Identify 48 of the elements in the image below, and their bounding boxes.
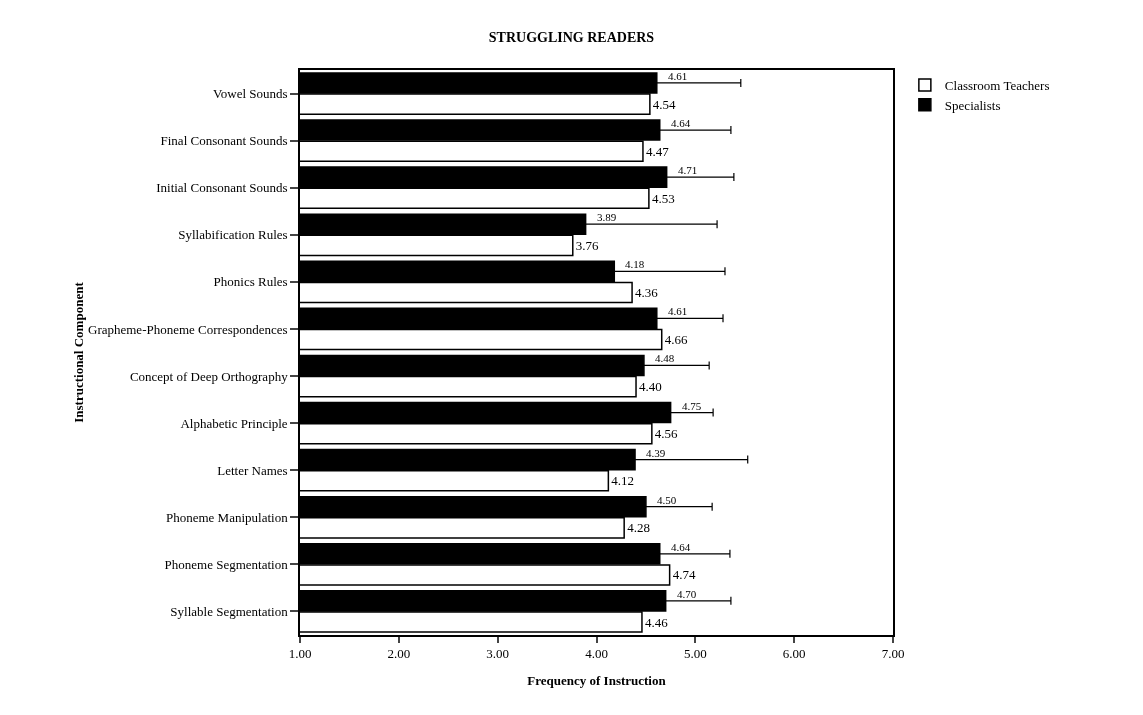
data-label: 4.40 — [639, 379, 662, 395]
y-tick-label: Concept of Deep Orthography — [129, 368, 289, 384]
y-tick-label: Phoneme Manipulation — [165, 509, 289, 525]
data-label: 4.64 — [671, 541, 691, 553]
data-label: 4.74 — [672, 567, 696, 583]
y-tick-label: Alphabetic Principle — [180, 415, 288, 431]
y-tick-label: Syllabification Rules — [178, 227, 288, 243]
legend-label: Classroom Teachers — [944, 78, 1050, 94]
data-label: 4.64 — [671, 117, 691, 129]
y-tick-label: Phonics Rules — [213, 274, 288, 290]
legend-label: Specialists — [944, 97, 1001, 113]
x-tick-label: 4.00 — [585, 646, 608, 662]
x-tick-label: 3.00 — [486, 646, 510, 662]
data-label: 4.46 — [644, 614, 669, 630]
data-label: 4.53 — [651, 190, 675, 206]
data-label: 4.61 — [668, 70, 688, 82]
x-tick-label: 5.00 — [683, 646, 707, 662]
data-label: 4.12 — [611, 473, 635, 489]
data-label: 4.75 — [682, 400, 702, 412]
data-label: 4.48 — [655, 352, 675, 364]
data-label: 4.71 — [678, 164, 698, 176]
chart-title: STRUGGLING READERS — [488, 29, 655, 45]
x-tick-label: 7.00 — [881, 646, 905, 662]
y-tick-label: Final Consonant Sounds — [160, 133, 288, 149]
data-label: 4.61 — [668, 305, 688, 317]
y-axis-title: Instructional Component — [71, 281, 87, 423]
data-label: 4.18 — [625, 258, 645, 270]
data-label: 4.36 — [635, 284, 659, 300]
y-tick-label: Initial Consonant Sounds — [156, 180, 288, 196]
data-label: 4.66 — [664, 332, 688, 348]
data-label: 4.56 — [654, 426, 679, 442]
x-axis-title: Frequency of Instruction — [527, 672, 667, 688]
y-tick-label: Vowel Sounds — [213, 86, 288, 102]
data-label: 4.50 — [657, 494, 677, 506]
y-tick-label: Letter Names — [217, 462, 288, 478]
x-tick-label: 1.00 — [288, 646, 312, 662]
data-label: 3.89 — [597, 211, 617, 223]
data-label: 4.47 — [645, 143, 670, 159]
y-tick-label: Syllable Segmentation — [170, 604, 289, 620]
data-label: 3.76 — [575, 237, 600, 253]
data-label: 4.54 — [652, 96, 677, 112]
y-tick-label: Grapheme-Phoneme Correspondences — [88, 321, 288, 337]
x-tick-label: 2.00 — [387, 646, 411, 662]
data-label: 4.70 — [677, 588, 697, 600]
x-tick-label: 6.00 — [782, 646, 806, 662]
data-label: 4.39 — [646, 447, 666, 459]
y-tick-label: Phoneme Segmentation — [164, 556, 289, 572]
data-label: 4.28 — [627, 520, 650, 536]
